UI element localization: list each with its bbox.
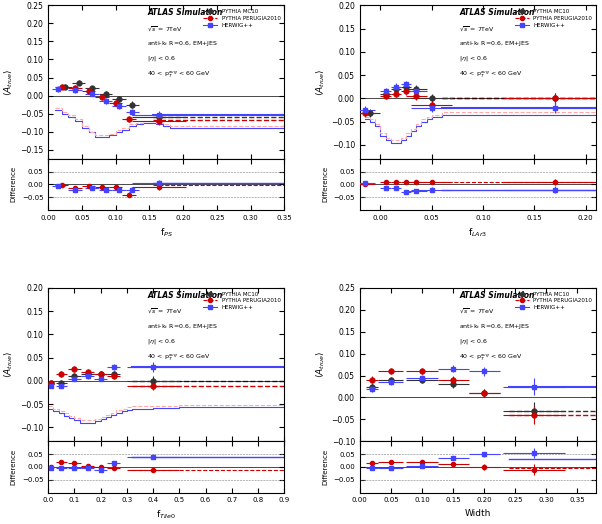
Y-axis label: $\langle A_{true} \rangle$: $\langle A_{true} \rangle$ bbox=[2, 68, 14, 96]
Y-axis label: Difference: Difference bbox=[322, 449, 328, 485]
Legend: PYTHIA MC10, PYTHIA PERUGIA2010, HERWIG++: PYTHIA MC10, PYTHIA PERUGIA2010, HERWIG+… bbox=[202, 291, 282, 311]
Text: anti-k$_t$ R=0.6, EM+JES: anti-k$_t$ R=0.6, EM+JES bbox=[147, 39, 219, 48]
X-axis label: Width: Width bbox=[465, 509, 491, 518]
Text: ATLAS Simulation: ATLAS Simulation bbox=[147, 8, 223, 17]
Y-axis label: Difference: Difference bbox=[10, 449, 16, 485]
Legend: PYTHIA MC10, PYTHIA PERUGIA2010, HERWIG++: PYTHIA MC10, PYTHIA PERUGIA2010, HERWIG+… bbox=[514, 291, 593, 311]
Legend: PYTHIA MC10, PYTHIA PERUGIA2010, HERWIG++: PYTHIA MC10, PYTHIA PERUGIA2010, HERWIG+… bbox=[202, 8, 282, 29]
Text: $|\eta|$ < 0.6: $|\eta|$ < 0.6 bbox=[459, 337, 488, 346]
X-axis label: f$_{LAr3}$: f$_{LAr3}$ bbox=[468, 226, 488, 239]
Text: 40 < p$_T^{avg}$ < 60 GeV: 40 < p$_T^{avg}$ < 60 GeV bbox=[459, 70, 523, 80]
Text: 40 < p$_T^{avg}$ < 60 GeV: 40 < p$_T^{avg}$ < 60 GeV bbox=[147, 352, 211, 363]
Text: ATLAS Simulation: ATLAS Simulation bbox=[459, 8, 535, 17]
Text: $\sqrt{s}$ = 7TeV: $\sqrt{s}$ = 7TeV bbox=[459, 24, 495, 32]
Text: anti-k$_t$ R=0.6, EM+JES: anti-k$_t$ R=0.6, EM+JES bbox=[459, 39, 530, 48]
Y-axis label: $\langle A_{true} \rangle$: $\langle A_{true} \rangle$ bbox=[314, 351, 326, 378]
Text: 40 < p$_T^{avg}$ < 60 GeV: 40 < p$_T^{avg}$ < 60 GeV bbox=[147, 70, 211, 80]
Text: $|\eta|$ < 0.6: $|\eta|$ < 0.6 bbox=[459, 54, 488, 63]
Y-axis label: Difference: Difference bbox=[10, 166, 16, 202]
Y-axis label: Difference: Difference bbox=[322, 166, 328, 202]
Text: $|\eta|$ < 0.6: $|\eta|$ < 0.6 bbox=[147, 54, 176, 63]
Y-axis label: $\langle A_{true} \rangle$: $\langle A_{true} \rangle$ bbox=[2, 351, 14, 378]
Text: $\sqrt{s}$ = 7TeV: $\sqrt{s}$ = 7TeV bbox=[459, 306, 495, 315]
X-axis label: f$_{PS}$: f$_{PS}$ bbox=[160, 226, 173, 239]
Text: $\sqrt{s}$ = 7TeV: $\sqrt{s}$ = 7TeV bbox=[147, 306, 183, 315]
Text: $\sqrt{s}$ = 7TeV: $\sqrt{s}$ = 7TeV bbox=[147, 24, 183, 32]
Legend: PYTHIA MC10, PYTHIA PERUGIA2010, HERWIG++: PYTHIA MC10, PYTHIA PERUGIA2010, HERWIG+… bbox=[514, 8, 593, 29]
Text: ATLAS Simulation: ATLAS Simulation bbox=[147, 291, 223, 300]
Text: anti-k$_t$ R=0.6, EM+JES: anti-k$_t$ R=0.6, EM+JES bbox=[459, 322, 530, 331]
Y-axis label: $\langle A_{true} \rangle$: $\langle A_{true} \rangle$ bbox=[314, 68, 326, 96]
Text: anti-k$_t$ R=0.6, EM+JES: anti-k$_t$ R=0.6, EM+JES bbox=[147, 322, 219, 331]
Text: 40 < p$_T^{avg}$ < 60 GeV: 40 < p$_T^{avg}$ < 60 GeV bbox=[459, 352, 523, 363]
Text: $|\eta|$ < 0.6: $|\eta|$ < 0.6 bbox=[147, 337, 176, 346]
X-axis label: f$_{Tile0}$: f$_{Tile0}$ bbox=[156, 509, 176, 521]
Text: ATLAS Simulation: ATLAS Simulation bbox=[459, 291, 535, 300]
